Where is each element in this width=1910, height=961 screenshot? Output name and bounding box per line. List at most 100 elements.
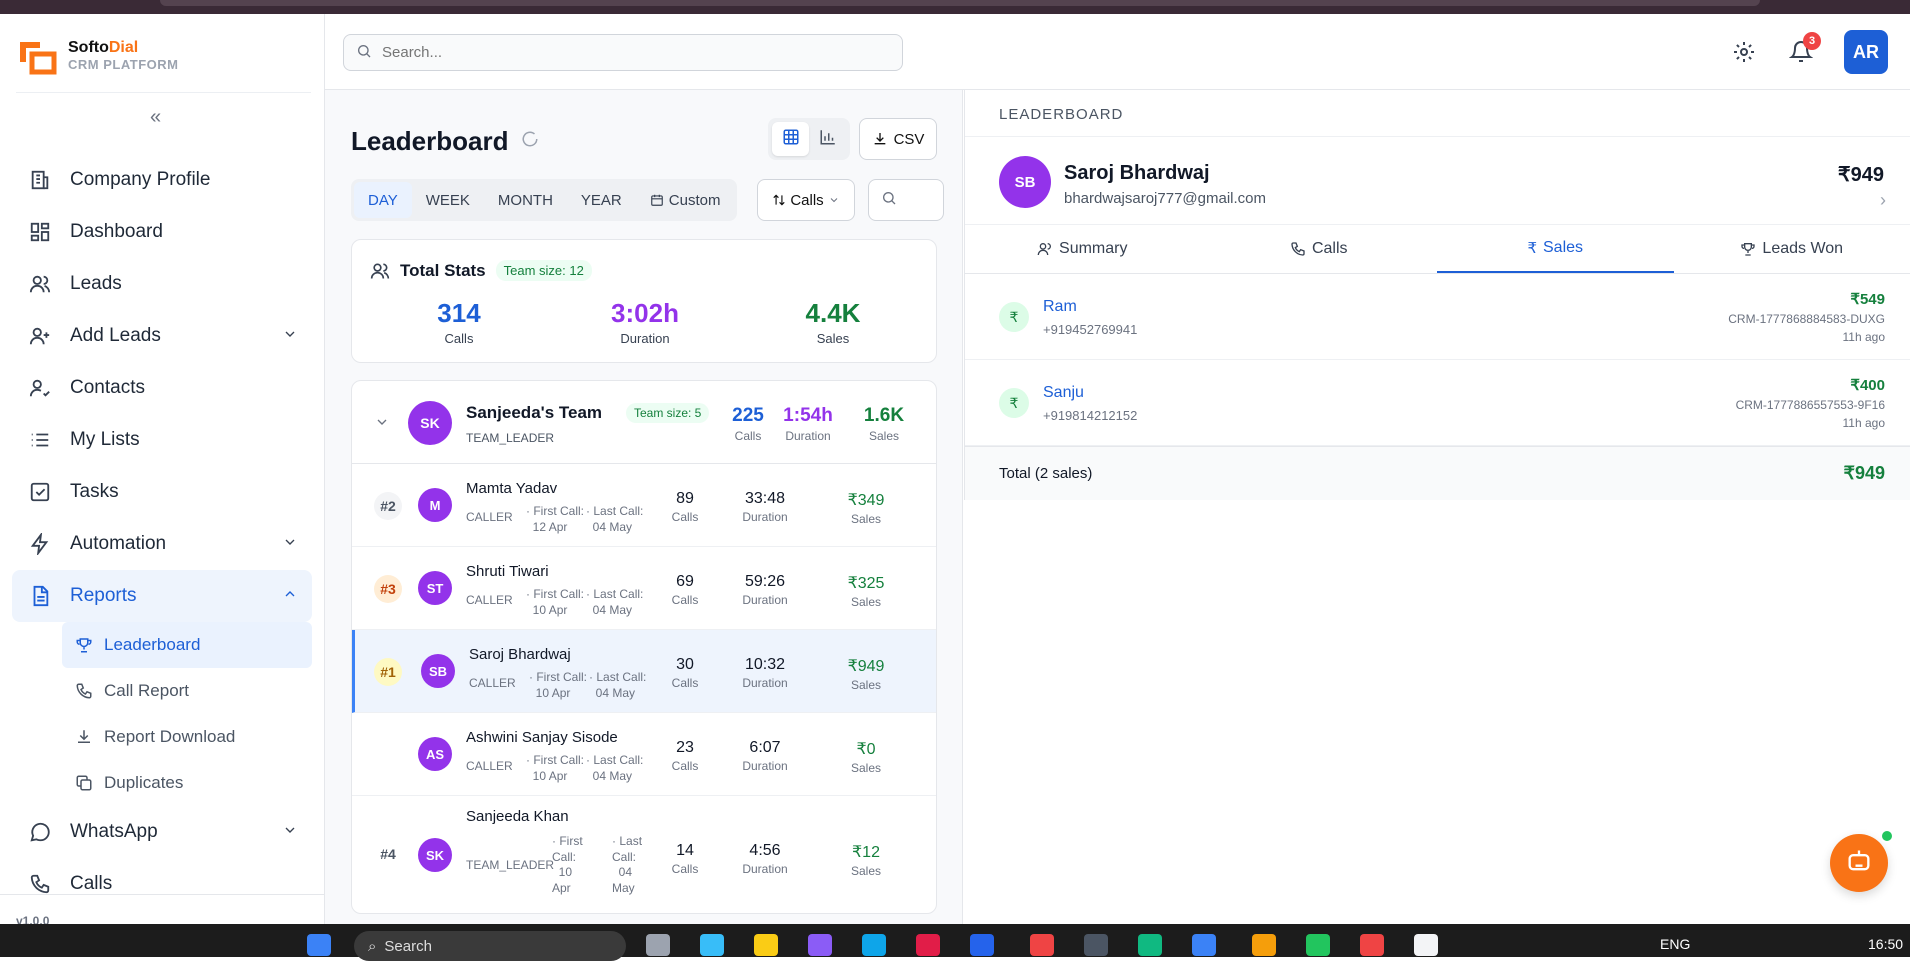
- file-explorer-icon[interactable]: [754, 934, 778, 956]
- sidebar-item-label: Contacts: [70, 377, 145, 399]
- csv-export-button[interactable]: CSV: [859, 118, 937, 160]
- chrome-icon[interactable]: [1030, 934, 1054, 956]
- member-name: Ashwini Sanjay Sisode: [466, 729, 618, 746]
- collapse-sidebar-icon[interactable]: «: [150, 106, 161, 129]
- tab-summary[interactable]: Summary: [964, 225, 1201, 273]
- sidebar-subitem-label: Call Report: [104, 681, 189, 701]
- period-day[interactable]: DAY: [354, 182, 412, 218]
- chevron-up-icon: [282, 586, 298, 608]
- sidebar-subitem-leaderboard[interactable]: Leaderboard: [62, 622, 312, 668]
- sidebar-item-add-leads[interactable]: Add Leads: [12, 310, 312, 362]
- sale-amount: ₹549: [1850, 290, 1885, 308]
- member-role: TEAM_LEADER: [466, 858, 554, 872]
- brand[interactable]: SoftoDial CRM PLATFORM: [16, 34, 178, 76]
- whatsapp-icon[interactable]: [1306, 934, 1330, 956]
- selected-user-avatar: SB: [999, 156, 1051, 208]
- vscode-icon[interactable]: [1192, 934, 1216, 956]
- terminal-icon[interactable]: [1084, 934, 1108, 956]
- member-row-selected[interactable]: #1 SB Saroj Bhardwaj CALLER · First Call…: [352, 630, 937, 713]
- team-header[interactable]: SK Sanjeeda's Team Team size: 5 TEAM_LEA…: [352, 381, 937, 464]
- period-year[interactable]: YEAR: [567, 182, 636, 218]
- divider: [964, 136, 1910, 137]
- chrome-profile-icon[interactable]: [1252, 934, 1276, 956]
- period-custom[interactable]: Custom: [636, 182, 735, 218]
- member-row[interactable]: #3 ST Shruti Tiwari CALLER · First Call:…: [352, 547, 937, 630]
- sales-total-amount: ₹949: [1844, 463, 1885, 484]
- sort-metric-dropdown[interactable]: Calls: [757, 179, 855, 221]
- sidebar-subitem-call-report[interactable]: Call Report: [62, 668, 312, 714]
- online-status-dot: [1880, 829, 1894, 843]
- telegram-icon[interactable]: [862, 934, 886, 956]
- sale-row[interactable]: ₹ Ram +919452769941 ₹549 CRM-17778688845…: [964, 274, 1910, 360]
- page-title: Leaderboard: [351, 126, 509, 157]
- sidebar-item-company-profile[interactable]: Company Profile: [12, 154, 312, 206]
- sidebar-item-calls[interactable]: Calls: [12, 858, 312, 910]
- settings-gear-icon[interactable]: [1728, 36, 1760, 68]
- sidebar-item-label: Automation: [70, 533, 166, 555]
- tab-calls[interactable]: Calls: [1201, 225, 1438, 273]
- period-week[interactable]: WEEK: [412, 182, 484, 218]
- sidebar-item-tasks[interactable]: Tasks: [12, 466, 312, 518]
- sale-row[interactable]: ₹ Sanju +919814212152 ₹400 CRM-177788655…: [964, 360, 1910, 446]
- sidebar-subitem-duplicates[interactable]: Duplicates: [62, 760, 312, 806]
- member-row[interactable]: #2 M Mamta Yadav CALLER · First Call: 12…: [352, 464, 937, 547]
- sidebar-item-automation[interactable]: Automation: [12, 518, 312, 570]
- copilot-icon[interactable]: [808, 934, 832, 956]
- search-icon: [881, 190, 897, 211]
- tab-leads-won[interactable]: Leads Won: [1674, 225, 1910, 273]
- store-icon[interactable]: [700, 934, 724, 956]
- chart-view-button[interactable]: [809, 122, 846, 156]
- period-custom-label: Custom: [669, 192, 721, 209]
- rupee-icon: ₹: [999, 388, 1029, 418]
- first-call: · First Call: 10 Apr: [526, 587, 584, 618]
- notifications-bell-icon[interactable]: 3: [1785, 36, 1817, 68]
- sidebar-item-my-lists[interactable]: My Lists: [12, 414, 312, 466]
- rank-badge: #3: [374, 575, 402, 603]
- powershell-icon[interactable]: [970, 934, 994, 956]
- total-calls-label: Calls: [384, 331, 534, 346]
- member-avatar: SK: [418, 838, 452, 872]
- period-month[interactable]: MONTH: [484, 182, 567, 218]
- global-search[interactable]: [343, 34, 903, 71]
- sidebar-item-whatsapp[interactable]: WhatsApp: [12, 806, 312, 858]
- sale-amount: ₹400: [1850, 376, 1885, 394]
- chatbot-button[interactable]: [1830, 834, 1888, 892]
- instagram-icon[interactable]: [916, 934, 940, 956]
- search-input[interactable]: [382, 44, 882, 61]
- last-call: · Last Call: 04 May: [612, 834, 648, 896]
- refresh-spinner-icon[interactable]: [521, 130, 539, 153]
- tab-label: Sales: [1543, 239, 1583, 257]
- windows-start-icon[interactable]: [307, 934, 331, 956]
- user-avatar-button[interactable]: AR: [1844, 30, 1888, 74]
- member-row[interactable]: AS Ashwini Sanjay Sisode CALLER · First …: [352, 713, 937, 796]
- sidebar-item-contacts[interactable]: Contacts: [12, 362, 312, 414]
- clock[interactable]: 16:50: [1868, 936, 1903, 952]
- rupee-icon: ₹: [1527, 239, 1537, 257]
- bolt-icon: [28, 532, 52, 556]
- sidebar-item-reports[interactable]: Reports: [12, 570, 312, 622]
- sidebar-item-label: Dashboard: [70, 221, 163, 243]
- chevron-down-icon[interactable]: [374, 414, 390, 430]
- sidebar-item-leads[interactable]: Leads: [12, 258, 312, 310]
- sale-lead-name[interactable]: Ram: [1043, 298, 1077, 316]
- chevron-right-icon[interactable]: ›: [1880, 190, 1886, 211]
- notepad-icon[interactable]: [1414, 934, 1438, 956]
- chrome-icon[interactable]: [1360, 934, 1384, 956]
- last-call: · Last Call: 04 May: [589, 670, 646, 701]
- task-view-icon[interactable]: [646, 934, 670, 956]
- language-indicator[interactable]: ENG: [1660, 936, 1690, 952]
- edge-icon[interactable]: [1138, 934, 1162, 956]
- member-row[interactable]: #4 SK Sanjeeda Khan TEAM_LEADER · First …: [352, 796, 937, 914]
- total-calls-stat: 314 Calls: [384, 298, 534, 346]
- leaderboard-search[interactable]: [868, 179, 944, 221]
- sale-lead-name[interactable]: Sanju: [1043, 384, 1084, 402]
- sidebar-item-dashboard[interactable]: Dashboard: [12, 206, 312, 258]
- sidebar-subitem-report-download[interactable]: Report Download: [62, 714, 312, 760]
- table-view-button[interactable]: [772, 122, 809, 156]
- phone-icon: [28, 872, 52, 896]
- tab-sales[interactable]: ₹ Sales: [1437, 225, 1674, 273]
- chevron-down-icon: [282, 534, 298, 556]
